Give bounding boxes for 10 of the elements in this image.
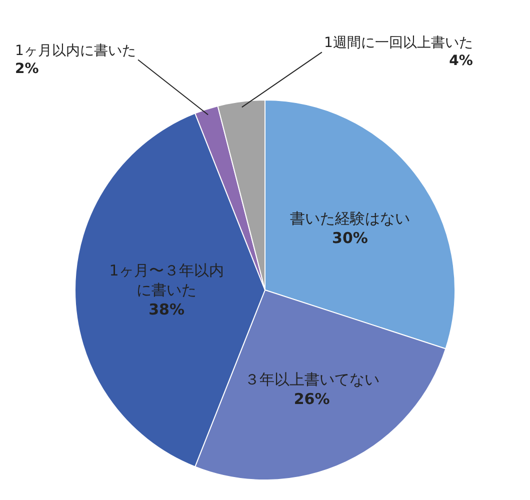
data-label: 26% (294, 390, 330, 408)
data-label: 2% (15, 61, 39, 78)
slice-label: 1ヶ月〜３年以内に書いた (109, 262, 224, 299)
data-label: 30% (332, 229, 368, 248)
data-label: 38% (148, 300, 184, 318)
slice-label: 1週間に一回以上書いた (324, 35, 473, 51)
slice-label: 書いた経験はない (290, 210, 410, 228)
slice-label: ３年以上書いてない (244, 370, 380, 389)
slice-label: 1ヶ月以内に書いた (15, 43, 136, 59)
data-label: 4% (449, 53, 473, 70)
